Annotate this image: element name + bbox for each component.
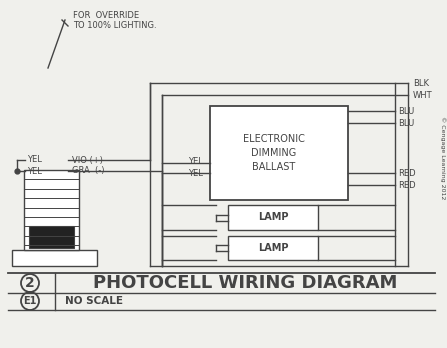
- Bar: [228, 236, 318, 260]
- Text: 2: 2: [25, 276, 35, 290]
- Text: BLU: BLU: [398, 119, 414, 127]
- Text: LAMP: LAMP: [258, 243, 288, 253]
- Text: FOR  OVERRIDE: FOR OVERRIDE: [73, 10, 139, 19]
- Bar: [228, 205, 318, 230]
- Text: RED: RED: [398, 168, 416, 177]
- Text: PHOTOCELL WIRING DIAGRAM: PHOTOCELL WIRING DIAGRAM: [93, 274, 397, 292]
- Text: BLK: BLK: [413, 79, 429, 87]
- Text: YEL: YEL: [188, 158, 203, 166]
- Bar: [210, 106, 348, 200]
- Text: E1: E1: [23, 296, 37, 306]
- Text: YEL: YEL: [27, 167, 42, 176]
- Bar: [29, 226, 74, 248]
- Text: WHT: WHT: [413, 90, 433, 100]
- Text: GRA  (-): GRA (-): [72, 166, 105, 174]
- Text: RED: RED: [398, 181, 416, 190]
- Text: BALLAST: BALLAST: [253, 162, 295, 172]
- Text: NO SCALE: NO SCALE: [65, 296, 123, 306]
- Text: YEL: YEL: [27, 155, 42, 164]
- Bar: [12, 250, 97, 266]
- Text: TO 100% LIGHTING.: TO 100% LIGHTING.: [73, 21, 156, 30]
- Text: YEL: YEL: [188, 169, 203, 179]
- Text: DIMMING: DIMMING: [251, 148, 297, 158]
- Text: BLU: BLU: [398, 106, 414, 116]
- Text: ELECTRONIC: ELECTRONIC: [243, 134, 305, 144]
- Text: VIO (+): VIO (+): [72, 156, 103, 165]
- Bar: [24, 170, 79, 250]
- Text: © Cengage Learning 2012: © Cengage Learning 2012: [440, 116, 446, 200]
- Text: LAMP: LAMP: [258, 213, 288, 222]
